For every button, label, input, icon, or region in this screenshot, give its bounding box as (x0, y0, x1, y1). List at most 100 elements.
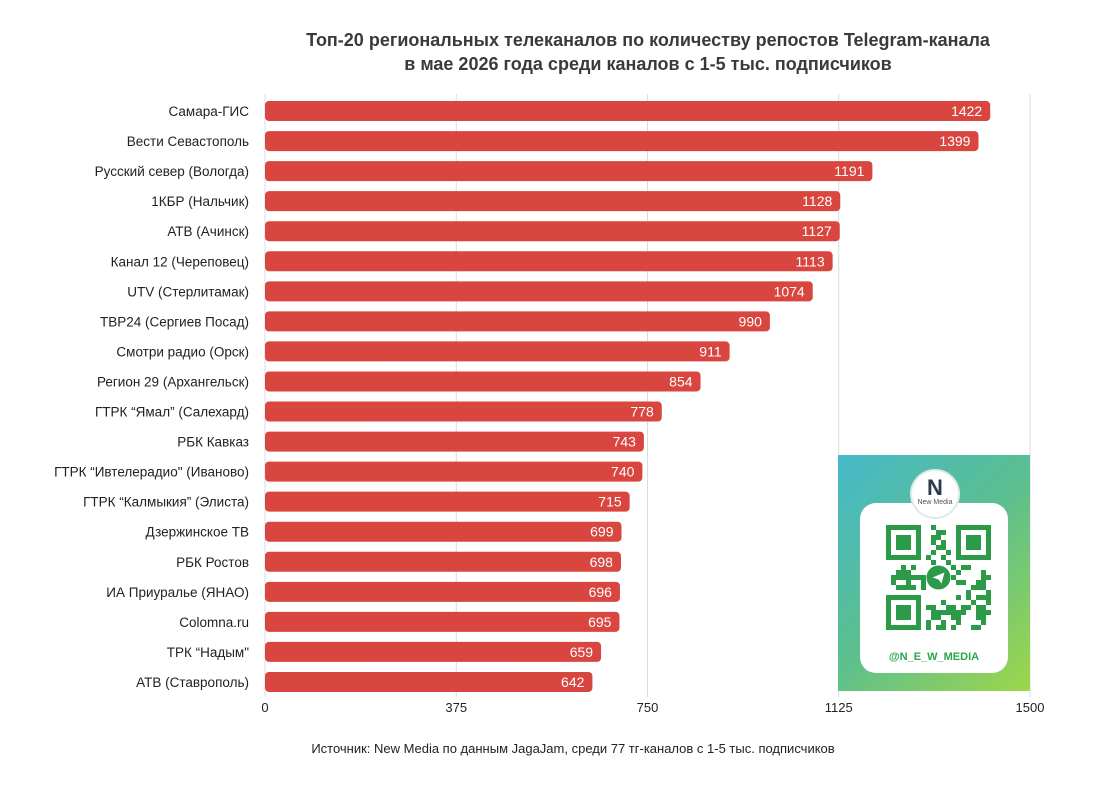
data-label: 696 (589, 584, 613, 600)
qr-module (906, 570, 911, 575)
chart-title-line1: Топ-20 региональных телеканалов по колич… (306, 30, 990, 50)
qr-module (926, 625, 931, 630)
telegram-handle: @N_E_W_MEDIA (888, 651, 980, 663)
qr-module (961, 565, 966, 570)
data-label: 659 (570, 644, 594, 660)
chart-title: Топ-20 региональных телеканалов по колич… (0, 28, 1096, 76)
qr-module (946, 560, 951, 565)
qr-module (966, 595, 971, 600)
bar (265, 431, 644, 452)
qr-module (976, 605, 981, 610)
data-label: 1127 (802, 223, 832, 239)
qr-module (961, 605, 966, 610)
qr-module (986, 610, 991, 615)
qr-module (966, 590, 971, 595)
qr-module (936, 535, 941, 540)
data-label: 1191 (834, 163, 864, 179)
bar (265, 551, 621, 572)
qr-module (931, 535, 936, 540)
qr-module (951, 615, 956, 620)
qr-module (976, 585, 981, 590)
qr-module (976, 625, 981, 630)
new-media-logo: N New Media (910, 469, 960, 519)
qr-module (956, 615, 961, 620)
data-label: 1422 (951, 103, 982, 119)
bar (265, 371, 701, 392)
data-label: 990 (739, 313, 763, 329)
x-tick-label: 0 (261, 700, 268, 715)
qr-module (981, 620, 986, 625)
data-label: 1128 (802, 193, 832, 209)
bar (265, 251, 833, 272)
category-label: ГТРК “Ямал” (Салехард) (95, 405, 249, 420)
qr-module (896, 575, 901, 580)
qr-module (896, 585, 901, 590)
bar (265, 611, 620, 632)
qr-module (941, 555, 946, 560)
qr-module (911, 585, 916, 590)
qr-module (926, 620, 931, 625)
qr-module (981, 595, 986, 600)
qr-module (966, 605, 971, 610)
x-tick-label: 1125 (825, 700, 853, 715)
bar (265, 521, 622, 542)
bar (265, 401, 662, 422)
qr-module (981, 585, 986, 590)
category-label: Colomna.ru (179, 615, 249, 630)
qr-module (986, 575, 991, 580)
category-label: Смотри радио (Орск) (116, 344, 249, 359)
qr-module (921, 585, 926, 590)
category-label: РБК Ростов (176, 555, 249, 570)
bar (265, 281, 813, 302)
bar (265, 581, 620, 602)
qr-module (951, 605, 956, 610)
data-label: 778 (630, 404, 654, 420)
source-note: Источник: New Media по данным JagaJam, с… (311, 741, 835, 756)
qr-module (941, 620, 946, 625)
qr-module (891, 580, 896, 585)
category-label: Вести Севастополь (127, 134, 249, 149)
bar (265, 191, 841, 212)
qr-module (901, 565, 906, 570)
qr-module (926, 555, 931, 560)
qr-module (951, 610, 956, 615)
qr-module (921, 575, 926, 580)
data-label: 1113 (796, 253, 825, 269)
qr-module (941, 600, 946, 605)
qr-module (906, 580, 911, 585)
qr-module (976, 595, 981, 600)
qr-module (891, 575, 896, 580)
qr-module (951, 575, 956, 580)
bar (265, 341, 730, 362)
qr-card: @N_E_W_MEDIA (860, 503, 1008, 673)
qr-module (976, 580, 981, 585)
qr-module (981, 605, 986, 610)
qr-module (896, 570, 901, 575)
bar (265, 311, 770, 332)
qr-module (981, 575, 986, 580)
qr-module (951, 625, 956, 630)
qr-module (941, 610, 946, 615)
data-label: 698 (590, 554, 614, 570)
data-label: 1074 (774, 283, 805, 299)
data-label: 715 (598, 494, 622, 510)
qr-module (926, 605, 931, 610)
qr-module (951, 565, 956, 570)
qr-module (986, 590, 991, 595)
qr-module (931, 540, 936, 545)
qr-module (901, 570, 906, 575)
qr-module (961, 610, 966, 615)
qr-module (941, 530, 946, 535)
qr-module (956, 595, 961, 600)
qr-module (946, 610, 951, 615)
qr-module (966, 565, 971, 570)
qr-module (936, 625, 941, 630)
x-tick-label: 750 (637, 700, 659, 715)
category-label: ГТРК “Калмыкия” (Элиста) (83, 495, 249, 510)
chart-subtitle: в мае 2026 года среди каналов с 1-5 тыс.… (404, 54, 892, 74)
category-label: ТВР24 (Сергиев Посад) (100, 314, 249, 329)
data-label: 642 (561, 674, 585, 690)
qr-module (936, 615, 941, 620)
qr-matrix (886, 525, 991, 630)
category-label: АТВ (Ачинск) (167, 224, 249, 239)
